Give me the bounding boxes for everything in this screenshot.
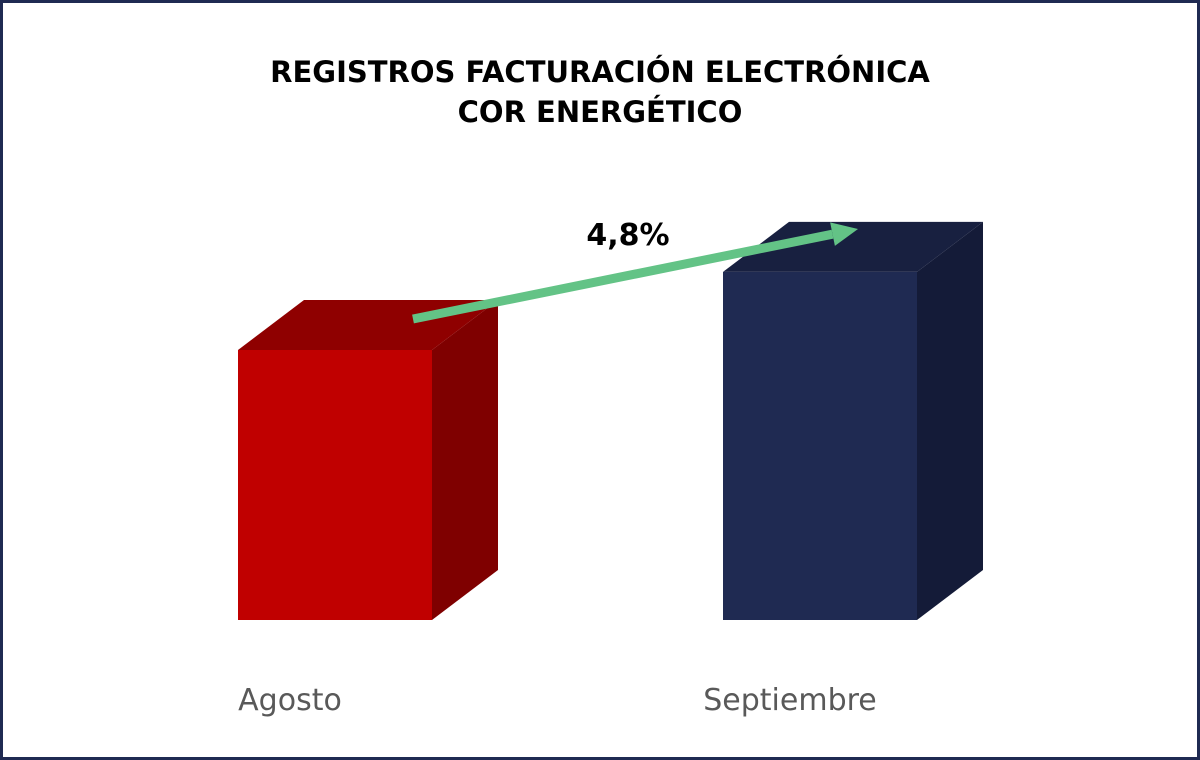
growth-arrow-shaft bbox=[412, 229, 834, 324]
chart-title: REGISTROS FACTURACIÓN ELECTRÓNICA COR EN… bbox=[0, 52, 1200, 132]
bar-septiembre-side bbox=[917, 221, 983, 620]
growth-percentage-label: 4,8% bbox=[586, 218, 669, 253]
chart-title-line-1: REGISTROS FACTURACIÓN ELECTRÓNICA bbox=[270, 55, 930, 89]
chart-title-line-2: COR ENERGÉTICO bbox=[457, 95, 743, 129]
bar-septiembre-top bbox=[723, 221, 983, 272]
x-tick-label-septiembre: Septiembre bbox=[703, 683, 877, 718]
bar-agosto bbox=[238, 350, 432, 620]
bar-agosto-side bbox=[432, 300, 498, 620]
x-tick-label-agosto: Agosto bbox=[238, 683, 342, 718]
growth-arrow-head bbox=[830, 222, 858, 246]
bar-septiembre bbox=[723, 271, 917, 620]
